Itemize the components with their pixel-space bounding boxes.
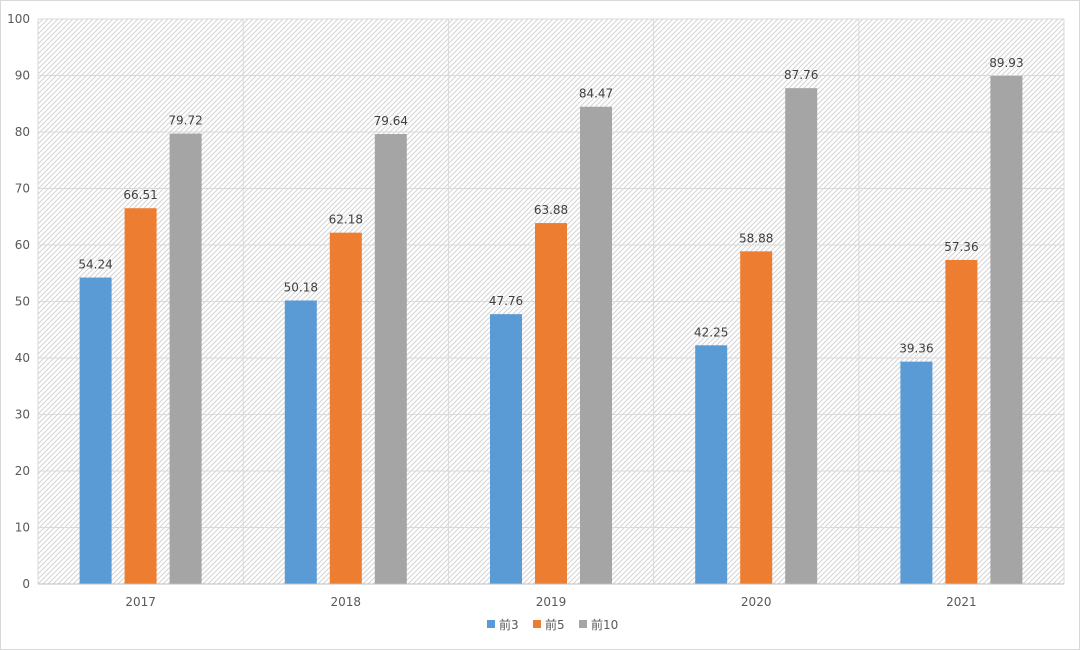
- bar-前5-2021: [945, 259, 978, 584]
- x-tick-label: 2019: [536, 595, 567, 609]
- y-tick-label: 60: [15, 238, 30, 252]
- bar-前3-2019: [490, 314, 522, 584]
- bar-前10-2019: [580, 106, 612, 584]
- legend-swatch: [487, 620, 495, 628]
- x-tick-label: 2017: [125, 595, 156, 609]
- bar-前5-2017: [124, 208, 157, 584]
- data-label: 66.51: [123, 188, 157, 202]
- y-axis: 0 10 20 30 40 50 60 70 80 90 100: [7, 12, 30, 591]
- data-label: 42.25: [694, 325, 728, 339]
- x-axis: 2017 2018 2019 2020 2021: [38, 583, 1064, 609]
- bar-前3-2018: [284, 300, 317, 584]
- bar-前10-2017: [169, 133, 202, 584]
- y-tick-label: 90: [15, 69, 30, 83]
- x-tick-label: 2020: [741, 595, 772, 609]
- data-label: 84.47: [579, 87, 613, 101]
- y-tick-label: 30: [15, 408, 30, 422]
- x-tick-label: 2021: [946, 595, 977, 609]
- legend-swatch: [579, 620, 587, 628]
- legend-swatch: [533, 620, 541, 628]
- data-label: 79.64: [374, 114, 408, 128]
- bar-前5-2020: [740, 251, 773, 584]
- data-label: 63.88: [534, 203, 568, 217]
- y-tick-label: 10: [15, 521, 30, 535]
- data-label: 79.72: [168, 114, 202, 128]
- y-tick-label: 40: [15, 351, 30, 365]
- data-labels: 54.24 66.51 79.72 50.18 62.18 79.64 47.76 63.88…: [78, 56, 1023, 356]
- bar-前10-2021: [990, 75, 1023, 584]
- legend: 前3 前5 前10: [487, 617, 618, 632]
- bar-前10-2020: [785, 88, 818, 584]
- data-label: 58.88: [739, 231, 773, 245]
- data-label: 87.76: [784, 68, 818, 82]
- legend-label: 前3: [499, 617, 519, 632]
- bar-前3-2020: [695, 345, 728, 584]
- data-label: 57.36: [944, 240, 978, 254]
- bar-前10-2018: [374, 134, 407, 584]
- bars: [79, 75, 1023, 585]
- bar-前3-2017: [79, 277, 112, 584]
- data-label: 50.18: [284, 280, 318, 294]
- bar-前5-2018: [329, 232, 362, 585]
- bar-前5-2019: [535, 223, 567, 584]
- data-label: 89.93: [989, 56, 1023, 70]
- bar-前3-2021: [900, 361, 933, 584]
- x-tick-label: 2018: [331, 595, 362, 609]
- y-tick-label: 80: [15, 125, 30, 139]
- data-label: 62.18: [329, 213, 363, 227]
- data-label: 39.36: [899, 342, 933, 356]
- y-tick-label: 70: [15, 182, 30, 196]
- y-tick-label: 50: [15, 295, 30, 309]
- data-label: 54.24: [78, 258, 112, 272]
- data-label: 47.76: [489, 294, 523, 308]
- y-tick-label: 100: [7, 12, 30, 26]
- y-tick-label: 0: [22, 577, 30, 591]
- y-tick-label: 20: [15, 464, 30, 478]
- legend-label: 前10: [591, 617, 618, 632]
- legend-label: 前5: [545, 617, 565, 632]
